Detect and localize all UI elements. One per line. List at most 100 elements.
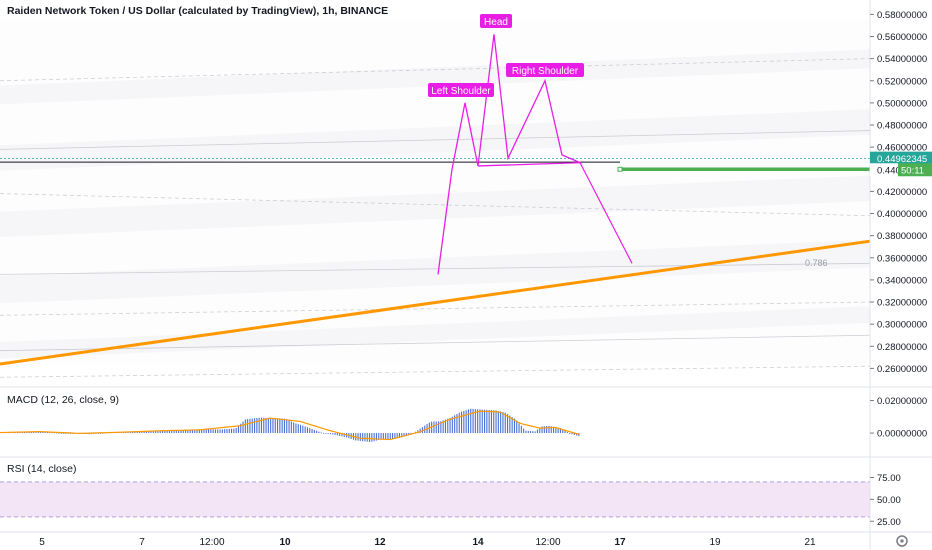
macd-histogram-bar[interactable] <box>56 432 58 434</box>
macd-histogram-bar[interactable] <box>444 419 446 434</box>
macd-histogram-bar[interactable] <box>553 426 555 434</box>
macd-histogram-bar[interactable] <box>495 410 497 434</box>
macd-histogram-bar[interactable] <box>295 423 297 434</box>
macd-histogram-bar[interactable] <box>504 412 506 434</box>
macd-histogram-bar[interactable] <box>435 421 437 434</box>
macd-histogram-bar[interactable] <box>300 424 302 434</box>
macd-histogram-bar[interactable] <box>458 412 460 434</box>
macd-pane[interactable] <box>0 408 580 442</box>
macd-histogram-bar[interactable] <box>433 421 435 434</box>
macd-histogram-bar[interactable] <box>470 408 472 434</box>
macd-histogram-bar[interactable] <box>196 429 198 434</box>
macd-histogram-bar[interactable] <box>557 427 559 434</box>
macd-histogram-bar[interactable] <box>516 420 518 434</box>
macd-histogram-bar[interactable] <box>442 420 444 434</box>
macd-histogram-bar[interactable] <box>304 426 306 434</box>
macd-histogram-bar[interactable] <box>576 433 578 436</box>
macd-histogram-bar[interactable] <box>497 410 499 434</box>
macd-histogram-bar[interactable] <box>387 433 389 440</box>
macd-histogram-bar[interactable] <box>260 417 262 434</box>
macd-histogram-bar[interactable] <box>325 433 327 434</box>
macd-histogram-bar[interactable] <box>484 409 486 434</box>
macd-histogram-bar[interactable] <box>336 433 338 436</box>
macd-histogram-bar[interactable] <box>564 430 566 434</box>
macd-histogram-bar[interactable] <box>65 433 67 434</box>
macd-histogram-bar[interactable] <box>162 430 164 434</box>
macd-histogram-bar[interactable] <box>143 431 145 434</box>
macd-histogram-bar[interactable] <box>523 428 525 434</box>
macd-histogram-bar[interactable] <box>463 410 465 434</box>
macd-histogram-bar[interactable] <box>288 420 290 434</box>
macd-histogram-bar[interactable] <box>274 418 276 434</box>
macd-histogram-bar[interactable] <box>316 430 318 434</box>
macd-histogram-bar[interactable] <box>389 433 391 440</box>
macd-histogram-bar[interactable] <box>339 433 341 436</box>
macd-histogram-bar[interactable] <box>380 433 382 440</box>
macd-histogram-bar[interactable] <box>369 433 371 442</box>
macd-histogram-bar[interactable] <box>171 430 173 434</box>
settings-icon[interactable] <box>896 535 908 547</box>
macd-histogram-bar[interactable] <box>182 430 184 434</box>
macd-histogram-bar[interactable] <box>364 433 366 442</box>
macd-histogram-bar[interactable] <box>320 432 322 434</box>
macd-histogram-bar[interactable] <box>235 427 237 434</box>
macd-histogram-bar[interactable] <box>323 432 325 434</box>
macd-histogram-bar[interactable] <box>185 430 187 434</box>
macd-histogram-bar[interactable] <box>53 432 55 434</box>
macd-histogram-bar[interactable] <box>311 429 313 434</box>
macd-histogram-bar[interactable] <box>513 418 515 434</box>
macd-histogram-bar[interactable] <box>309 428 311 434</box>
macd-histogram-bar[interactable] <box>536 429 538 434</box>
macd-histogram-bar[interactable] <box>254 418 256 434</box>
macd-histogram-bar[interactable] <box>417 430 419 434</box>
macd-histogram-bar[interactable] <box>541 426 543 434</box>
macd-histogram-bar[interactable] <box>30 431 32 434</box>
macd-histogram-bar[interactable] <box>42 431 44 434</box>
uptrend-line[interactable] <box>0 239 871 366</box>
macd-histogram-bar[interactable] <box>375 433 377 441</box>
macd-histogram-bar[interactable] <box>277 418 279 434</box>
macd-histogram-bar[interactable] <box>318 431 320 434</box>
macd-histogram-bar[interactable] <box>451 416 453 434</box>
macd-histogram-bar[interactable] <box>219 429 221 434</box>
macd-histogram-bar[interactable] <box>173 430 175 434</box>
macd-histogram-bar[interactable] <box>249 418 251 434</box>
target-projection[interactable] <box>579 162 633 264</box>
macd-histogram-bar[interactable] <box>224 429 226 434</box>
macd-histogram-bar[interactable] <box>530 431 532 434</box>
macd-histogram-bar[interactable] <box>327 433 329 434</box>
macd-histogram-bar[interactable] <box>382 433 384 440</box>
macd-histogram-bar[interactable] <box>60 432 62 434</box>
macd-histogram-bar[interactable] <box>525 430 527 434</box>
macd-histogram-bar[interactable] <box>405 433 407 437</box>
macd-histogram-bar[interactable] <box>145 430 147 434</box>
macd-histogram-bar[interactable] <box>481 409 483 434</box>
macd-histogram-bar[interactable] <box>534 431 536 434</box>
macd-histogram-bar[interactable] <box>175 430 177 434</box>
macd-histogram-bar[interactable] <box>332 433 334 435</box>
macd-histogram-bar[interactable] <box>267 417 269 434</box>
macd-histogram-bar[interactable] <box>237 425 239 434</box>
macd-histogram-bar[interactable] <box>141 431 143 434</box>
macd-histogram-bar[interactable] <box>306 427 308 434</box>
macd-histogram-bar[interactable] <box>479 409 481 434</box>
macd-histogram-bar[interactable] <box>187 429 189 434</box>
macd-histogram-bar[interactable] <box>401 433 403 438</box>
macd-histogram-bar[interactable] <box>571 433 573 435</box>
macd-histogram-bar[interactable] <box>231 428 233 434</box>
macd-histogram-bar[interactable] <box>210 429 212 434</box>
macd-histogram-bar[interactable] <box>465 410 467 434</box>
macd-histogram-bar[interactable] <box>148 430 150 434</box>
macd-histogram-bar[interactable] <box>226 429 228 434</box>
macd-signal-line[interactable] <box>0 410 580 441</box>
macd-histogram-bar[interactable] <box>203 429 205 434</box>
macd-histogram-bar[interactable] <box>228 428 230 434</box>
macd-histogram-bar[interactable] <box>371 433 373 442</box>
macd-histogram-bar[interactable] <box>58 432 60 434</box>
macd-histogram-bar[interactable] <box>359 433 361 441</box>
macd-histogram-bar[interactable] <box>201 429 203 434</box>
macd-histogram-bar[interactable] <box>378 433 380 441</box>
macd-histogram-bar[interactable] <box>396 433 398 439</box>
macd-histogram-bar[interactable] <box>189 429 191 434</box>
